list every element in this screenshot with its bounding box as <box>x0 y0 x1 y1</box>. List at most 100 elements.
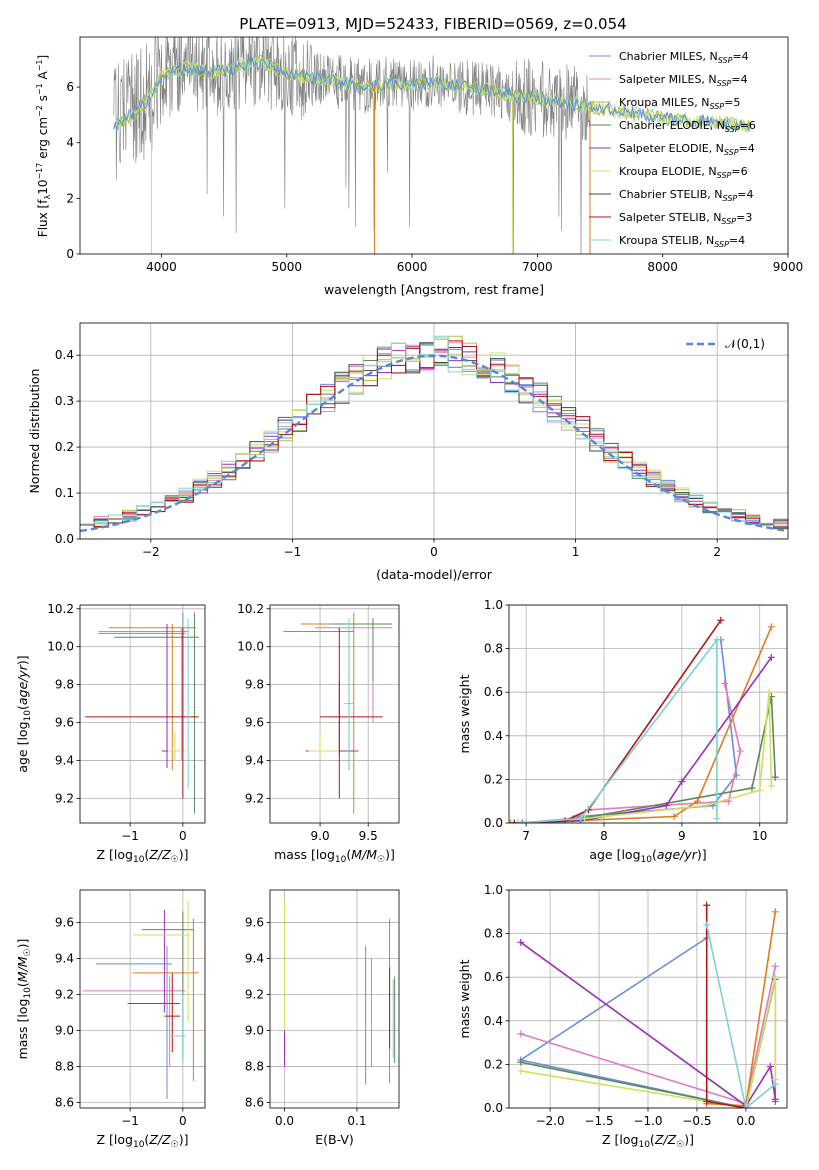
y-tick-label: 9.8 <box>245 678 264 692</box>
y-tick-label: 10.0 <box>47 640 74 654</box>
y-tick-label: 9.0 <box>55 1024 74 1038</box>
plot-area <box>113 37 751 254</box>
data-point <box>771 973 779 981</box>
y-tick-label: 4 <box>66 136 74 150</box>
label-part: Z/Z <box>148 847 171 862</box>
legend-entry: Kroupa STELIB, NSSP=4 <box>619 234 745 249</box>
x-tick-label: 8000 <box>647 260 678 274</box>
x-tick-label: −1.0 <box>633 1114 662 1128</box>
label-part: =4 <box>731 73 747 86</box>
y-tick-label: 0.4 <box>484 1014 503 1028</box>
y-tick-label: 0.8 <box>484 642 503 656</box>
label-part: )] <box>15 939 30 949</box>
plot-area <box>283 612 393 814</box>
label-part: 10 <box>133 855 145 865</box>
label-part: ( <box>652 847 657 862</box>
mass-weight-line <box>522 696 777 823</box>
mass-weight-line <box>520 941 777 1107</box>
label-part: 10 <box>36 180 50 195</box>
label-part: 10 <box>23 710 33 722</box>
data-point <box>703 901 711 909</box>
label-part: Z [log <box>602 1132 638 1147</box>
label-part: M/M <box>15 956 30 982</box>
label-part: −2 <box>35 105 44 117</box>
x-tick-label: 0.0 <box>275 1114 294 1128</box>
y-tick-label: 9.6 <box>55 915 74 929</box>
label-part: =6 <box>731 165 747 178</box>
label-part: )] <box>15 655 30 665</box>
label-part: ( <box>15 982 30 987</box>
y-tick-label: 9.2 <box>55 791 74 805</box>
axes-frame <box>508 889 788 1109</box>
y-tick-label: 9.6 <box>245 716 264 730</box>
axes-frame <box>79 322 789 540</box>
label-part: Chabrier STELIB, N <box>619 188 723 201</box>
mass-weight-line <box>518 937 747 1108</box>
data-point <box>721 679 729 687</box>
age-vs-mass-panel: 9.0 9.5 9.2 9.4 9.6 9.8 10.0 10.2 mass [log10(M/… <box>237 602 400 865</box>
label-part: =6 <box>740 119 756 132</box>
label-part: SSP <box>724 148 739 157</box>
x-axis-label: E(B-V) <box>315 1132 354 1147</box>
y-tick-label: 10.0 <box>237 640 264 654</box>
y-tick-label: 0.2 <box>55 440 74 454</box>
mass-weight-line <box>518 637 718 823</box>
y-tick-label: 0.6 <box>484 685 503 699</box>
data-point <box>717 616 725 624</box>
label-part: 10 <box>641 855 653 865</box>
x-tick-label: 9.0 <box>311 829 330 843</box>
y-axis-label: age [log10(age/yr)] <box>15 655 33 772</box>
mass-weight-line <box>518 692 773 823</box>
label-part: ☉ <box>171 855 179 865</box>
axes-frame <box>269 889 400 1109</box>
legend-entry: 𝒩(0,1) <box>725 337 765 351</box>
plot-area <box>85 612 199 814</box>
data-point <box>518 819 526 823</box>
x-tick-label: 9.5 <box>359 829 378 843</box>
label-part: age [log <box>15 721 30 772</box>
residuals-panel: −2 −1 0 1 2 0.0 0.1 0.2 0.3 0.4 𝒩(0,1) (data-model)… <box>27 322 789 582</box>
y-axis-label: mass weight <box>457 674 472 753</box>
axes-frame <box>79 889 206 1109</box>
x-axis-label: Z [log10(Z/Z☉)] <box>602 1132 694 1150</box>
mass-weight-line <box>514 639 738 823</box>
legend-entry: Salpeter STELIB, NSSP=3 <box>619 211 752 226</box>
y-tick-label: 8.6 <box>55 1096 74 1110</box>
y-tick-label: 9.0 <box>245 1024 264 1038</box>
legend-entry: Salpeter ELODIE, NSSP=4 <box>619 142 755 157</box>
normal-distribution-curve <box>80 354 788 533</box>
axes-frame <box>508 604 788 824</box>
label-part: Salpeter ELODIE, N <box>619 142 724 155</box>
y-tick-label: 9.2 <box>245 987 264 1001</box>
y-tick-label: 2 <box>66 191 74 205</box>
y-tick-label: 1.0 <box>484 883 503 897</box>
mass-weight-line <box>518 683 742 823</box>
x-axis-label: wavelength [Angstrom, rest frame] <box>324 282 544 297</box>
plot-area <box>283 900 396 1085</box>
label-part: SSP <box>717 171 732 180</box>
mass-vs-metallicity-panel: −1 08.68.89.09.29.49.6Z [log10(Z/Z☉)]mass… <box>15 889 206 1150</box>
label-part: =5 <box>724 96 740 109</box>
label-part: SSP <box>717 79 732 88</box>
label-part: Chabrier ELODIE, N <box>619 119 725 132</box>
plot-area <box>82 900 199 1099</box>
label-part: ( <box>144 847 149 862</box>
data-point <box>736 747 744 755</box>
data-point <box>577 815 585 823</box>
label-part: ☉ <box>676 1140 684 1150</box>
label-part: Kroupa STELIB, N <box>619 234 714 247</box>
y-tick-label: 9.8 <box>55 678 74 692</box>
data-point <box>510 819 518 823</box>
y-tick-label: 1.0 <box>484 598 503 612</box>
x-tick-label: 4000 <box>146 260 177 274</box>
x-tick-label: 10 <box>752 829 767 843</box>
data-point <box>703 921 711 929</box>
data-point <box>767 653 775 661</box>
data-point <box>693 797 701 805</box>
data-point <box>713 636 721 644</box>
label-part: Salpeter MILES, N <box>619 73 717 86</box>
y-tick-label: 8.8 <box>55 1060 74 1074</box>
data-point <box>771 962 779 970</box>
label-part: ☉ <box>171 1140 179 1150</box>
y-tick-label: 10.2 <box>47 602 74 616</box>
